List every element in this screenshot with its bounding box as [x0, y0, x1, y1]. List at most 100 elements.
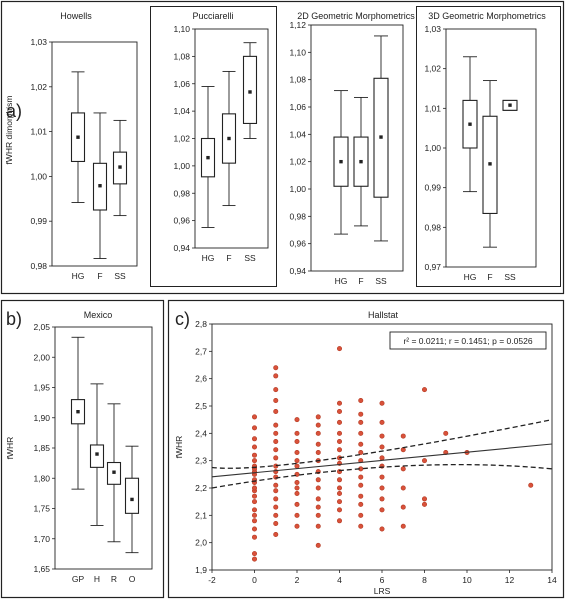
hallstat-point: [358, 474, 364, 480]
panel-b-frame: [0, 299, 165, 599]
pucciarelli-ytick-label: 1,04: [173, 106, 190, 116]
hallstat-xtick-label: 14: [547, 575, 557, 585]
geo3d-ytick-label: 0,97: [424, 262, 441, 272]
hallstat-ytick-label: 2,1: [195, 510, 207, 520]
hallstat-ytick-label: 2,6: [195, 374, 207, 384]
hallstat-annotation: r² = 0.0211; r = 0.1451; p = 0.0526: [403, 336, 532, 346]
geo2d-median-hg: [339, 159, 343, 164]
hallstat-xtick-label: 12: [505, 575, 515, 585]
pucciarelli-xtick-label: F: [226, 253, 231, 263]
panel-b-label: b): [6, 309, 22, 329]
hallstat-point: [379, 400, 385, 406]
hallstat-point: [400, 504, 406, 510]
hallstat-point: [252, 414, 258, 420]
hallstat-point: [315, 430, 321, 436]
pucciarelli-ytick-label: 1,02: [173, 134, 190, 144]
hallstat-point: [273, 398, 279, 404]
geo2d-ytick-label: 1,08: [289, 75, 306, 85]
hallstat-point: [252, 512, 258, 518]
howells-ytick-label: 1,01: [30, 127, 47, 137]
mexico-xtick-label: H: [94, 574, 100, 584]
hallstat-point: [315, 542, 321, 548]
pucciarelli-ytick-label: 0,96: [173, 216, 190, 226]
hallstat-point: [294, 430, 300, 436]
mexico-median-gp: [76, 410, 80, 414]
hallstat-point: [294, 417, 300, 423]
hallstat-annotation-box: [389, 331, 547, 350]
pucciarelli-box-ss: [242, 55, 258, 124]
geo3d-xtick-label: F: [487, 272, 492, 282]
geo3d-xtick-label: SS: [504, 272, 516, 282]
hallstat-point: [379, 419, 385, 425]
howells-title: Howells: [60, 11, 92, 21]
hallstat-point: [400, 433, 406, 439]
howells-median-f: [98, 184, 102, 188]
hallstat-point: [400, 523, 406, 529]
hallstat-xtick-label: -2: [208, 575, 216, 585]
hallstat-point: [358, 493, 364, 499]
hallstat-xtick-label: 10: [462, 575, 472, 585]
geo2d-plot-area: [310, 24, 404, 272]
hallstat-point: [273, 512, 279, 518]
hallstat-point: [421, 496, 427, 502]
hallstat-point: [358, 398, 364, 404]
mexico-box-o: [124, 477, 140, 514]
geo2d-median-f: [359, 159, 363, 164]
hallstat-point: [336, 490, 342, 496]
mexico-ytick-label: 1,85: [33, 443, 50, 453]
geo3d-ytick-label: 1,02: [424, 64, 441, 74]
geo2d-ytick-label: 1,12: [289, 20, 306, 30]
hallstat-point: [294, 463, 300, 469]
howells-xtick-label: SS: [114, 271, 126, 281]
hallstat-point: [421, 458, 427, 464]
hallstat-point: [252, 444, 258, 450]
hallstat-point: [358, 501, 364, 507]
geo3d-median-ss: [508, 103, 512, 107]
hallstat-point: [252, 493, 258, 499]
subpanel-pucciarelli-frame: [150, 6, 277, 287]
pucciarelli-median-ss: [248, 90, 252, 94]
hallstat-point: [400, 466, 406, 472]
howells-ytick-label: 1,03: [30, 37, 47, 47]
geo3d-median-hg: [468, 122, 472, 126]
mexico-box-h: [89, 444, 105, 468]
pucciarelli-title: Pucciarelli: [192, 11, 233, 21]
howells-plot-area: [51, 41, 138, 267]
hallstat-point: [379, 485, 385, 491]
mexico-median-o: [130, 497, 134, 502]
geo2d-ytick-label: 1,04: [289, 129, 306, 139]
panel-c-frame: [167, 299, 565, 599]
pucciarelli-ytick-label: 0,94: [173, 243, 190, 253]
geo3d-xtick-label: HG: [464, 272, 477, 282]
howells-median-ss: [118, 165, 122, 169]
howells-ytick-label: 0,99: [30, 216, 47, 226]
hallstat-point: [315, 485, 321, 491]
hallstat-xtick-label: 8: [422, 575, 427, 585]
hallstat-point: [379, 433, 385, 439]
pucciarelli-ytick-label: 1,10: [173, 24, 190, 34]
geo2d-ytick-label: 0,96: [289, 239, 306, 249]
mexico-ylabel: fWHR: [5, 437, 15, 460]
hallstat-point: [379, 507, 385, 513]
hallstat-point: [358, 441, 364, 447]
mexico-ytick-label: 2,05: [33, 322, 50, 332]
howells-ytick-label: 0,98: [30, 261, 47, 271]
hallstat-point: [252, 507, 258, 513]
hallstat-point: [294, 439, 300, 445]
hallstat-point: [294, 480, 300, 486]
hallstat-point: [273, 521, 279, 527]
panel-a-label: a): [6, 101, 22, 121]
mexico-xtick-label: R: [111, 574, 117, 584]
geo3d-ytick-label: 1,01: [424, 103, 441, 113]
mexico-ytick-label: 1,95: [33, 383, 50, 393]
geo3d-ytick-label: 1,03: [424, 24, 441, 34]
hallstat-point: [336, 419, 342, 425]
hallstat-point: [273, 447, 279, 453]
hallstat-point: [336, 346, 342, 352]
hallstat-point: [358, 482, 364, 488]
hallstat-point: [358, 411, 364, 417]
howells-ytick-label: 1,02: [30, 82, 47, 92]
howells-xtick-label: F: [97, 271, 102, 281]
hallstat-ytick-label: 1,9: [195, 565, 207, 575]
hallstat-point: [252, 485, 258, 491]
